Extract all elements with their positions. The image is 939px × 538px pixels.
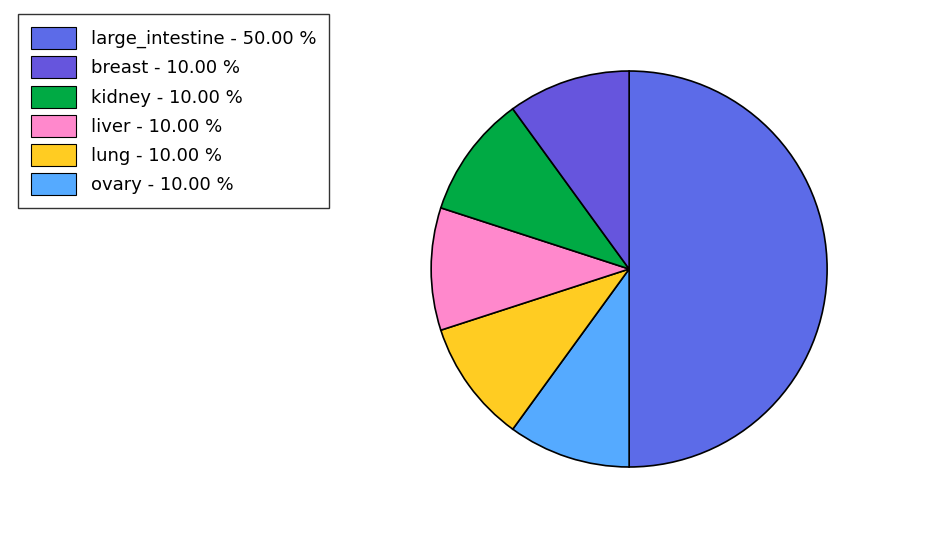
Wedge shape	[513, 269, 629, 467]
Wedge shape	[431, 208, 629, 330]
Wedge shape	[513, 71, 629, 269]
Legend: large_intestine - 50.00 %, breast - 10.00 %, kidney - 10.00 %, liver - 10.00 %, : large_intestine - 50.00 %, breast - 10.0…	[19, 15, 329, 208]
Wedge shape	[629, 71, 827, 467]
Wedge shape	[440, 269, 629, 429]
Wedge shape	[440, 109, 629, 269]
